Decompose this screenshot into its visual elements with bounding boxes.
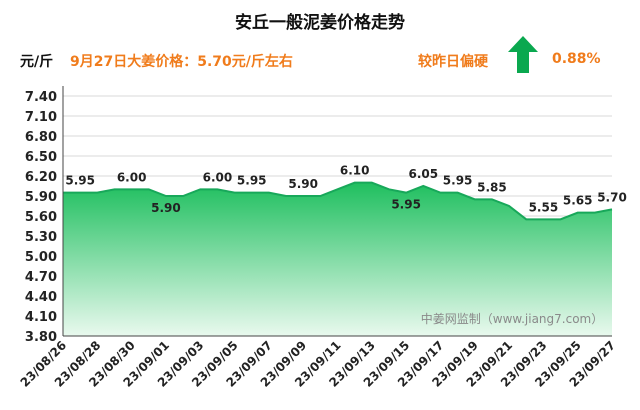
y-tick-label: 6.80: [25, 130, 57, 145]
up-arrow-icon: [508, 36, 538, 73]
data-label: 6.05: [408, 167, 438, 181]
y-tick-label: 6.50: [25, 150, 57, 165]
y-tick-label: 4.40: [25, 290, 57, 305]
y-tick-label: 7.40: [25, 90, 57, 105]
data-label: 5.95: [237, 174, 267, 188]
y-tick-label: 3.80: [25, 330, 57, 345]
y-tick-label: 5.00: [25, 250, 57, 265]
data-label: 5.90: [288, 177, 318, 191]
data-label: 5.65: [563, 194, 593, 208]
compare-label: 较昨日偏硬: [418, 54, 488, 70]
data-label: 5.85: [477, 180, 507, 194]
series-line: [63, 181, 613, 221]
y-tick-label: 5.60: [25, 210, 57, 225]
data-label: 5.90: [151, 201, 181, 215]
change-value: 0.88%: [552, 51, 601, 67]
data-label: 5.70: [597, 190, 627, 204]
chart-title: 安丘一般泥姜价格走势: [235, 13, 405, 33]
y-tick-label: 5.30: [25, 230, 57, 245]
y-tick-label: 7.10: [25, 110, 57, 125]
data-label: 5.55: [529, 200, 559, 214]
data-label: 5.95: [65, 174, 95, 188]
y-tick-label: 6.20: [25, 170, 57, 185]
price-info: 9月27日大姜价格：5.70元/斤左右: [70, 54, 293, 70]
data-label: 6.00: [117, 170, 147, 184]
unit-label: 元/斤: [20, 54, 54, 70]
data-label: 6.00: [203, 170, 233, 184]
data-label: 5.95: [391, 198, 421, 212]
y-tick-label: 5.90: [25, 190, 57, 205]
y-tick-label: 4.70: [25, 270, 57, 285]
y-tick-label: 4.10: [25, 310, 57, 325]
area-fill: [63, 182, 612, 336]
data-label: 6.10: [340, 164, 370, 178]
data-label: 5.95: [443, 174, 473, 188]
watermark: 中姜网监制（www.jiang7.com）: [421, 311, 603, 326]
